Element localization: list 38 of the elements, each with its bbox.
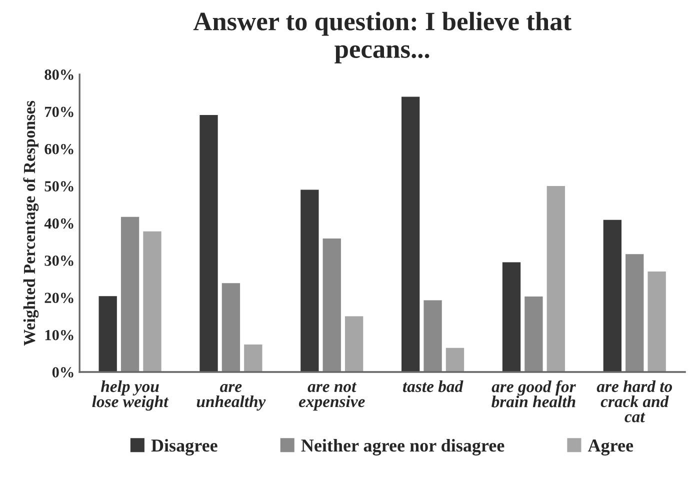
bar: [98, 296, 117, 372]
x-tick-label: help you lose weight: [92, 380, 169, 411]
x-tick-label: are not expensive: [298, 382, 365, 411]
bar: [222, 283, 240, 372]
x-tick-label: taste bad: [402, 380, 464, 392]
x-tick-label: are hard to crack and cat: [596, 380, 672, 422]
y-tick-label: 60%: [44, 144, 74, 154]
x-tick-label: are unhealthy: [196, 384, 266, 411]
y-tick-label: 80%: [44, 70, 74, 80]
bar: [603, 220, 622, 372]
bar: [424, 300, 442, 372]
bar: [244, 344, 262, 372]
y-tick-label: 40%: [44, 218, 74, 229]
bar: [446, 348, 464, 372]
chart-title: Answer to question: I believe that pecans...: [193, 12, 572, 64]
bar: [502, 262, 521, 372]
bar: [200, 114, 218, 372]
bar: [626, 254, 644, 372]
bar: [120, 216, 140, 372]
y-tick-label: 70%: [45, 106, 74, 118]
bar: [546, 186, 565, 372]
legend-label: Agree: [588, 440, 634, 456]
bar: [322, 238, 341, 372]
legend-label: Disagree: [151, 438, 218, 456]
y-tick-label: 50%: [44, 181, 74, 192]
bar: [648, 272, 666, 372]
legend-label: Neither agree nor disagree: [301, 438, 504, 456]
bar: [402, 96, 420, 372]
y-axis-title: Weighted Percentage of Responses: [23, 100, 39, 346]
y-tick-label: 10%: [45, 330, 74, 340]
y-tick-label: 0%: [52, 367, 74, 378]
x-tick-label: are good for brain health: [492, 380, 576, 408]
bar: [524, 296, 543, 372]
bar: [344, 316, 364, 372]
bar: [300, 190, 319, 372]
y-tick-label: 20%: [44, 292, 74, 304]
y-tick-label: 30%: [44, 256, 74, 266]
bar: [143, 231, 162, 372]
